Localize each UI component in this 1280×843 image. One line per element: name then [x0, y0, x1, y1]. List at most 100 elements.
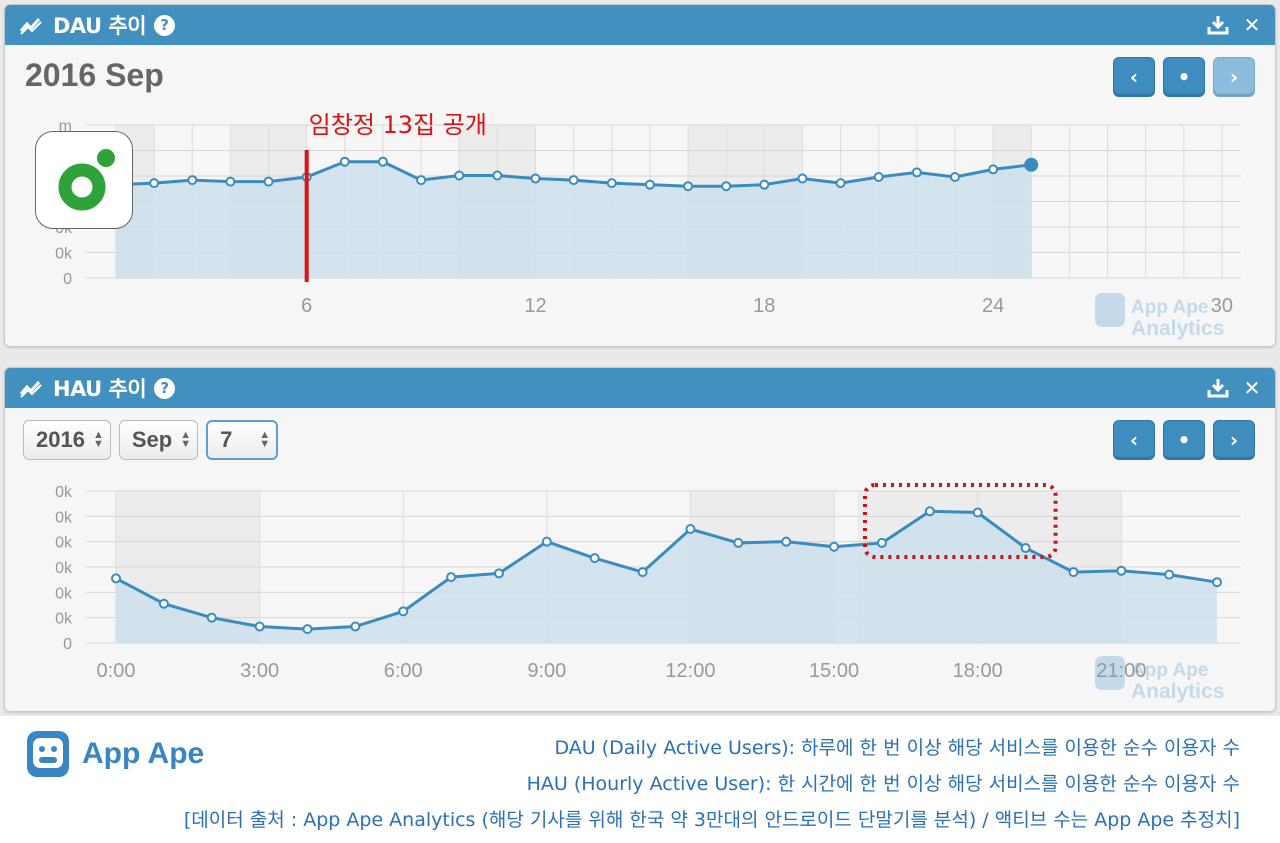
- data-point: [149, 178, 160, 189]
- close-icon[interactable]: ✕: [1243, 376, 1261, 400]
- data-point: [454, 170, 465, 181]
- data-point: [568, 175, 579, 186]
- month-label: 2016 Sep: [25, 57, 164, 93]
- data-point: [589, 553, 600, 564]
- data-point: [187, 175, 198, 186]
- data-point: [225, 176, 236, 187]
- footer: App Ape DAU (Daily Active Users): 하루에 한 …: [0, 716, 1280, 843]
- data-point: [1068, 567, 1079, 578]
- footnotes: DAU (Daily Active Users): 하루에 한 번 이상 해당 …: [184, 730, 1240, 838]
- highlight-box: [862, 483, 1058, 559]
- y-tick-label: 0: [63, 636, 72, 653]
- x-tick-label: 24: [982, 295, 1004, 317]
- close-icon[interactable]: ✕: [1243, 13, 1261, 37]
- y-tick-label: 0k: [55, 246, 73, 263]
- watermark-line2: Analytics: [1131, 680, 1224, 703]
- hau-panel: HAU 추이 ? ✕ 2016 ▲ ▼ Sep ▲ ▼ 7 ▲ ▼ ‹ • › 0 0k…: [4, 367, 1276, 712]
- hau-nav: ‹ • ›: [1113, 420, 1255, 460]
- month-value: Sep: [131, 427, 173, 452]
- ape-icon: [27, 731, 69, 777]
- data-point: [1020, 543, 1031, 553]
- data-point: [339, 156, 350, 167]
- data-point: [606, 178, 617, 189]
- data-point: [398, 606, 409, 617]
- data-point: [685, 524, 696, 534]
- dau-area: [116, 161, 1032, 278]
- hau-panel-header: HAU 추이 ? ✕: [5, 368, 1275, 408]
- dau-nav: ‹ • ›: [1113, 57, 1255, 97]
- hau-chart: 0 0k 0k 0k 0k 0k 0k 0:00 3:00 6:00 9:00 12:00 15:00 1…: [55, 483, 1241, 703]
- data-point: [263, 176, 274, 187]
- help-icon[interactable]: ?: [154, 14, 176, 36]
- data-point: [911, 167, 922, 178]
- hau-area: [116, 511, 1218, 643]
- data-point: [492, 170, 503, 181]
- x-tick-label: 30: [1211, 295, 1233, 317]
- day-select[interactable]: 7 ▲ ▼: [206, 420, 279, 460]
- hau-title: HAU 추이: [53, 377, 147, 401]
- x-tick-label: 15:00: [809, 660, 859, 682]
- x-tick-label: 21:00: [1096, 660, 1146, 682]
- year-select[interactable]: 2016 ▲ ▼: [23, 420, 111, 460]
- x-tick-label: 9:00: [527, 660, 566, 682]
- data-point: [683, 181, 694, 192]
- app-ape-logo: App Ape: [24, 728, 204, 780]
- month-select[interactable]: Sep ▲ ▼: [118, 420, 199, 460]
- data-point: [733, 537, 744, 548]
- note-hau: HAU (Hourly Active User): 한 시간에 한 번 이상 해…: [526, 773, 1240, 795]
- y-tick-label: 0k: [55, 484, 73, 501]
- data-point: [1164, 569, 1175, 580]
- select-arrows-icon: ▲ ▼: [180, 429, 192, 450]
- data-point: [1116, 565, 1127, 576]
- data-point: [835, 178, 846, 189]
- data-point: [829, 541, 840, 552]
- y-tick-label: 0k: [55, 535, 73, 552]
- data-point: [924, 506, 935, 517]
- dau-title: DAU 추이: [53, 14, 147, 38]
- x-tick-label: 6:00: [384, 660, 423, 682]
- data-point: [637, 567, 648, 578]
- next-button[interactable]: ›: [1213, 420, 1255, 460]
- data-point: [302, 624, 313, 635]
- data-point: [1024, 157, 1039, 172]
- x-tick-label: 0:00: [97, 660, 136, 682]
- data-point: [254, 621, 265, 632]
- data-point: [721, 181, 732, 192]
- note-source: [데이터 출처 : App Ape Analytics (해당 기사를 위해 한…: [183, 809, 1240, 831]
- download-icon[interactable]: [1207, 377, 1229, 399]
- data-point: [759, 179, 770, 190]
- ape-icon: [1095, 656, 1125, 690]
- data-point: [644, 179, 655, 190]
- x-tick-label: 18:00: [953, 660, 1003, 682]
- data-point: [949, 172, 960, 183]
- logo-text: App Ape: [82, 737, 205, 770]
- dau-panel-header: DAU 추이 ? ✕: [5, 5, 1275, 45]
- ape-icon: [1095, 293, 1125, 327]
- y-tick-label: m: [59, 118, 72, 135]
- y-tick-label: 0k: [55, 611, 73, 628]
- prev-button[interactable]: ‹: [1113, 57, 1155, 97]
- data-point: [541, 536, 552, 547]
- today-button[interactable]: •: [1163, 57, 1205, 97]
- data-point: [781, 536, 792, 547]
- watermark-line2: Analytics: [1131, 317, 1224, 340]
- x-tick-label: 18: [753, 295, 775, 317]
- data-point: [158, 598, 169, 609]
- next-button[interactable]: ›: [1213, 57, 1255, 97]
- hau-line: [115, 509, 1218, 631]
- y-tick-label: 0: [63, 271, 72, 288]
- data-point: [1212, 577, 1223, 588]
- help-icon[interactable]: ?: [154, 377, 176, 399]
- y-tick-label: 0k: [55, 560, 73, 577]
- note-dau: DAU (Daily Active Users): 하루에 한 번 이상 해당 …: [554, 737, 1240, 759]
- data-point: [206, 612, 217, 623]
- data-point: [377, 156, 388, 167]
- dau-chart: 00k0k0k0k0km612182430App ApeAnalytics임창정…: [55, 111, 1241, 340]
- today-button[interactable]: •: [1163, 420, 1205, 460]
- download-icon[interactable]: [1207, 14, 1229, 36]
- data-point: [797, 173, 808, 184]
- app-logo: [35, 131, 133, 229]
- prev-button[interactable]: ‹: [1113, 420, 1155, 460]
